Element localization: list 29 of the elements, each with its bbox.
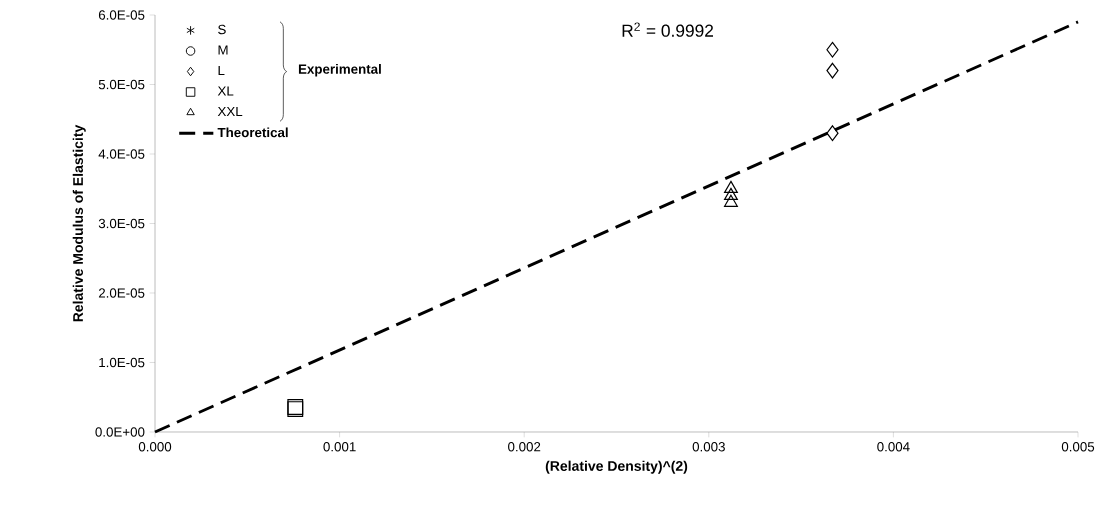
y-tick-label: 6.0E-05 (98, 10, 145, 20)
y-tick-label: 0.0E+00 (95, 427, 145, 437)
y-axis-title: Relative Modulus of Elasticity (72, 124, 86, 322)
y-tick-label: 1.0E-05 (99, 357, 145, 368)
legend-label: L (218, 65, 225, 76)
point (826, 62, 839, 79)
legend-label: XL (217, 86, 234, 96)
point (724, 187, 738, 200)
annotation: Experimental (298, 64, 381, 77)
y-tick-label: 5.0E-05 (98, 79, 145, 90)
point (724, 194, 738, 207)
y-tick-label: 4.0E-05 (98, 149, 145, 159)
x-tick-label: 0.000 (138, 442, 172, 452)
legend-label: Theoretical (217, 127, 288, 138)
point (826, 125, 839, 142)
legend-label: XXL (217, 106, 243, 117)
y-tick-label: 3.0E-05 (98, 218, 145, 229)
legend-label: S (218, 24, 226, 35)
y-tick-label: 2.0E-05 (98, 288, 145, 298)
legend-label: M (218, 45, 228, 55)
x-tick-label: 0.001 (323, 442, 356, 452)
x-axis-title: (Relative Density)^(2) (545, 460, 688, 474)
point (826, 41, 839, 58)
x-tick-label: 0.002 (508, 442, 541, 452)
x-tick-label: 0.004 (877, 442, 910, 452)
point (724, 180, 738, 194)
x-tick-label: 0.003 (692, 442, 725, 452)
annotation: R$^{2}$ = 0.9992 (622, 22, 714, 37)
x-tick-label: 0.005 (1061, 442, 1095, 452)
